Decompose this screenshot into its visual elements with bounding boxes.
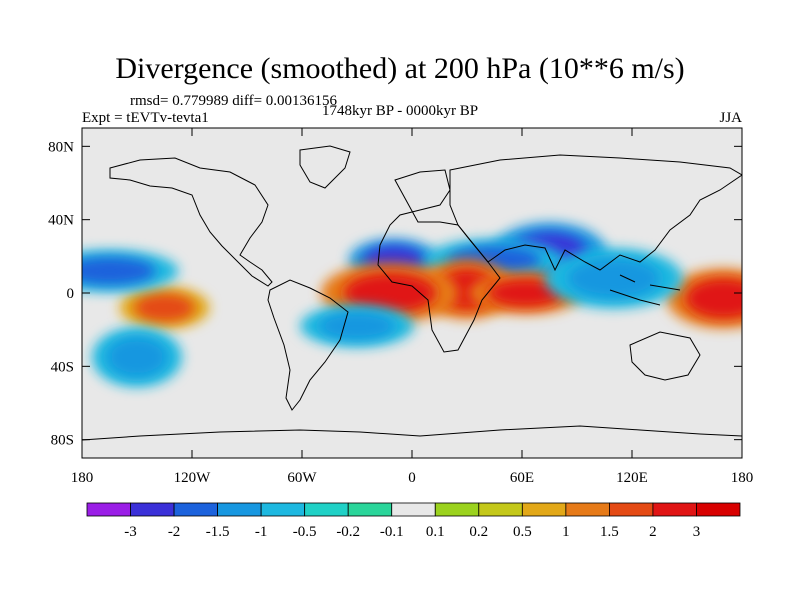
colorbar-label: 0.1	[426, 524, 445, 540]
y-tick-label: 80S	[51, 433, 74, 449]
colorbar-swatch	[478, 502, 523, 517]
chart-title: Divergence (smoothed) at 200 hPa (10**6 …	[115, 52, 685, 85]
colorbar-swatch	[217, 502, 262, 517]
coast-asia	[449, 154, 742, 272]
colorbar-label: -1	[255, 524, 268, 540]
colorbar: -3 -2 -1.5 -1 -0.5 -0.2 -0.1 0.1 0.2 0.5 1 1.5 2 3	[86, 502, 741, 540]
colorbar-swatch	[130, 502, 175, 517]
y-tick-label: 40S	[51, 359, 74, 375]
colorbar-label: 1	[562, 524, 570, 540]
field-west-pacific-divergence	[685, 278, 742, 319]
coast-north-america	[109, 157, 273, 287]
colorbar-swatch	[304, 502, 349, 517]
coast-indonesia	[609, 274, 681, 306]
x-tick-label: 0	[408, 470, 416, 486]
x-tick-label: 60E	[510, 470, 534, 486]
experiment-line: Expt = tEVTv-tevta1	[82, 110, 209, 126]
field-south-pacific-convergence	[107, 337, 167, 378]
colorbar-label: 0.2	[469, 524, 488, 540]
y-tick-label: 80N	[48, 139, 74, 155]
stats-line: rmsd= 0.779989 diff= 0.00136156	[130, 93, 338, 109]
coast-australia	[629, 331, 701, 381]
colorbar-swatch	[696, 502, 741, 517]
colorbar-label: 2	[649, 524, 657, 540]
colorbar-swatch	[565, 502, 610, 517]
colorbar-label: -1.5	[206, 524, 230, 540]
field-maritime-continent-convergence	[567, 258, 660, 299]
colorbar-label: -0.1	[380, 524, 404, 540]
colorbar-swatch	[521, 502, 567, 517]
coast-antarctica	[82, 425, 742, 441]
field-indian-ocean-divergence	[487, 279, 564, 307]
field-east-pacific-divergence	[134, 293, 195, 322]
colorbar-label: -3	[124, 524, 137, 540]
coast-greenland	[299, 145, 351, 189]
colorbar-swatch	[434, 502, 480, 517]
x-tick-label: 120E	[616, 470, 648, 486]
period-line: 1748kyr BP - 0000kyr BP	[322, 103, 479, 119]
season-label: JJA	[719, 110, 742, 126]
x-tick-label: 120W	[174, 470, 212, 486]
y-tick-label: 0	[67, 286, 75, 302]
y-tick-label: 40N	[48, 213, 74, 229]
colorbar-swatch	[391, 502, 436, 517]
colorbar-swatch	[86, 502, 131, 517]
coastline-layer	[82, 145, 742, 441]
colorbar-swatch	[173, 502, 218, 517]
x-tick-label: 180	[731, 470, 754, 486]
colorbar-label: 1.5	[600, 524, 619, 540]
coast-south-america	[267, 279, 349, 411]
axis-ticks-layer	[81, 128, 743, 458]
x-tick-label: 60W	[287, 470, 317, 486]
field-atlantic-convergence	[319, 312, 395, 340]
colorbar-label: 0.5	[513, 524, 532, 540]
map-field-layer	[82, 128, 742, 458]
x-tick-label: 180	[71, 470, 94, 486]
colorbar-label: 3	[693, 524, 701, 540]
colorbar-swatch	[260, 502, 306, 517]
colorbar-label: -0.5	[293, 524, 317, 540]
colorbar-swatch	[652, 502, 697, 517]
colorbar-swatch	[609, 502, 654, 517]
field-central-pacific-convergence	[82, 257, 156, 285]
field-gulf-guinea-divergence	[344, 273, 436, 313]
colorbar-swatch	[347, 502, 393, 517]
colorbar-label: -2	[168, 524, 181, 540]
colorbar-label: -0.2	[336, 524, 360, 540]
